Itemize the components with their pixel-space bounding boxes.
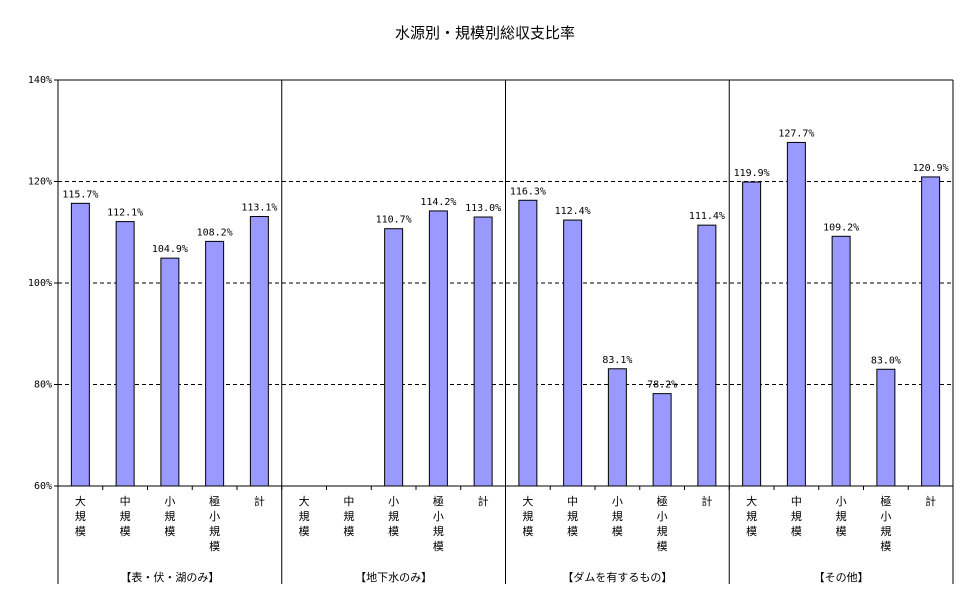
bar (697, 224, 717, 487)
data-label: 113.0% (465, 203, 501, 214)
category-label: 大規模 (299, 494, 310, 538)
category-label: 中規模 (567, 495, 578, 538)
data-label: 78.2% (647, 380, 677, 391)
group-label: 【ダムを有するもの】 (562, 570, 672, 584)
data-label: 113.1% (241, 203, 277, 214)
bar (876, 368, 896, 487)
bar (205, 240, 225, 487)
bar (786, 141, 806, 487)
data-label: 114.2% (420, 197, 456, 208)
data-label: 116.3% (510, 186, 546, 197)
bar (831, 235, 851, 487)
y-tick-label: 60% (34, 481, 52, 492)
category-label: 極小規模 (209, 494, 220, 553)
category-label: 小規模 (836, 495, 847, 538)
data-label: 112.4% (555, 206, 591, 217)
data-label: 83.1% (602, 355, 632, 366)
bar (652, 393, 672, 487)
category-label: 計 (925, 494, 936, 508)
category-label: 大規模 (522, 494, 533, 538)
bar (70, 202, 90, 487)
data-label: 111.4% (689, 211, 725, 222)
group-label: 【その他】 (814, 571, 869, 584)
category-label: 計 (254, 494, 265, 508)
category-label: 中規模 (791, 495, 802, 538)
category-label: 中規模 (343, 495, 354, 538)
bar (428, 210, 448, 487)
data-label: 104.9% (152, 244, 188, 255)
group-label: 【地下水のみ】 (355, 571, 432, 584)
labels: 60% 80% 100% 120% 140% 115.7% 大規模 112.1% 中規模 104.… (28, 75, 949, 584)
data-label: 127.7% (778, 128, 814, 139)
bar (518, 199, 538, 487)
data-label: 110.7% (376, 215, 412, 226)
bar (563, 219, 583, 487)
data-label: 109.2% (823, 222, 859, 233)
chart-title: 水源別・規模別総収支比率 (395, 24, 575, 42)
y-tick-label: 140% (28, 75, 52, 86)
category-label: 極小規模 (657, 494, 668, 553)
category-label: 小規模 (388, 495, 399, 538)
bar (607, 368, 627, 487)
bar (473, 216, 493, 487)
category-label: 極小規模 (880, 494, 891, 553)
category-label: 中規模 (120, 495, 131, 538)
category-label: 小規模 (164, 495, 175, 538)
bar (384, 228, 404, 487)
y-tick-label: 120% (28, 177, 52, 188)
data-label: 108.2% (197, 227, 233, 238)
category-label: 計 (478, 494, 489, 508)
y-tick-label: 100% (28, 278, 52, 289)
category-label: 大規模 (746, 494, 757, 538)
bar (115, 221, 135, 487)
bar (742, 181, 762, 487)
data-label: 119.9% (734, 168, 770, 179)
category-label: 極小規模 (433, 494, 444, 553)
bar (160, 257, 180, 487)
axes (54, 79, 954, 584)
bar (921, 176, 941, 487)
bar (249, 216, 269, 487)
category-label: 大規模 (75, 494, 86, 538)
y-tick-label: 80% (34, 380, 52, 391)
category-label: 計 (701, 494, 712, 508)
group-label: 【表・伏・湖のみ】 (120, 570, 219, 584)
category-label: 小規模 (612, 495, 623, 538)
data-label: 120.9% (913, 163, 949, 174)
data-label: 83.0% (871, 355, 901, 366)
data-label: 112.1% (107, 208, 143, 219)
data-label: 115.7% (62, 189, 98, 200)
